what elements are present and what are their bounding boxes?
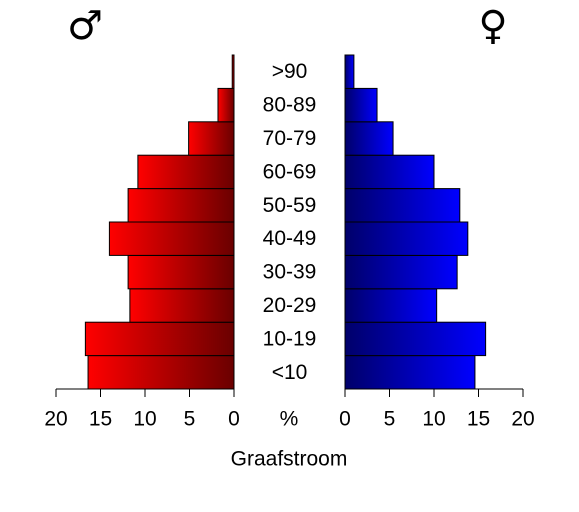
bar-male: [231, 54, 235, 89]
axis-label: %: [280, 408, 299, 431]
category-label: 80-89: [263, 94, 317, 117]
bar-female: [344, 154, 435, 190]
category-label: 50-59: [263, 194, 317, 217]
x-tick-label-left: 5: [184, 408, 196, 431]
x-tick-label-right: 10: [422, 408, 445, 431]
legend-female: ♀: [478, 3, 507, 49]
category-label: 10-19: [263, 327, 317, 350]
bar-female: [344, 121, 394, 156]
category-label: >90: [272, 60, 308, 83]
bar-male: [127, 188, 235, 223]
category-label: 70-79: [263, 127, 317, 150]
category-label: 20-29: [263, 294, 317, 317]
category-label: 60-69: [263, 160, 317, 183]
bar-female: [344, 54, 355, 89]
category-label: <10: [272, 361, 308, 384]
bar-female: [344, 254, 458, 290]
x-tick-label-right: 5: [384, 408, 396, 431]
bar-female: [344, 87, 378, 123]
x-tick-label-left: 20: [44, 408, 67, 431]
legend-male: ♂: [67, 3, 103, 49]
bar-female: [344, 321, 487, 357]
bar-male: [127, 254, 235, 290]
category-label: 30-39: [263, 261, 317, 284]
x-tick-label-right: 15: [467, 408, 490, 431]
bar-male: [137, 154, 235, 190]
x-tick-label-left: 15: [89, 408, 112, 431]
bar-female: [344, 221, 469, 256]
bar-male: [217, 87, 235, 123]
bar-male: [84, 321, 235, 357]
x-tick-label-right: 20: [511, 408, 534, 431]
category-label: 40-49: [263, 227, 317, 250]
bar-female: [344, 288, 438, 323]
bar-male: [188, 121, 235, 156]
x-tick-label-left: 10: [133, 408, 156, 431]
bar-male: [129, 288, 235, 323]
bar-female: [344, 355, 476, 390]
bar-male: [87, 355, 235, 390]
x-tick-label-left: 0: [228, 408, 240, 431]
chart-title: Graafstroom: [231, 448, 348, 471]
bar-female: [344, 188, 461, 223]
x-tick-label-right: 0: [339, 408, 351, 431]
bar-male: [108, 221, 235, 256]
